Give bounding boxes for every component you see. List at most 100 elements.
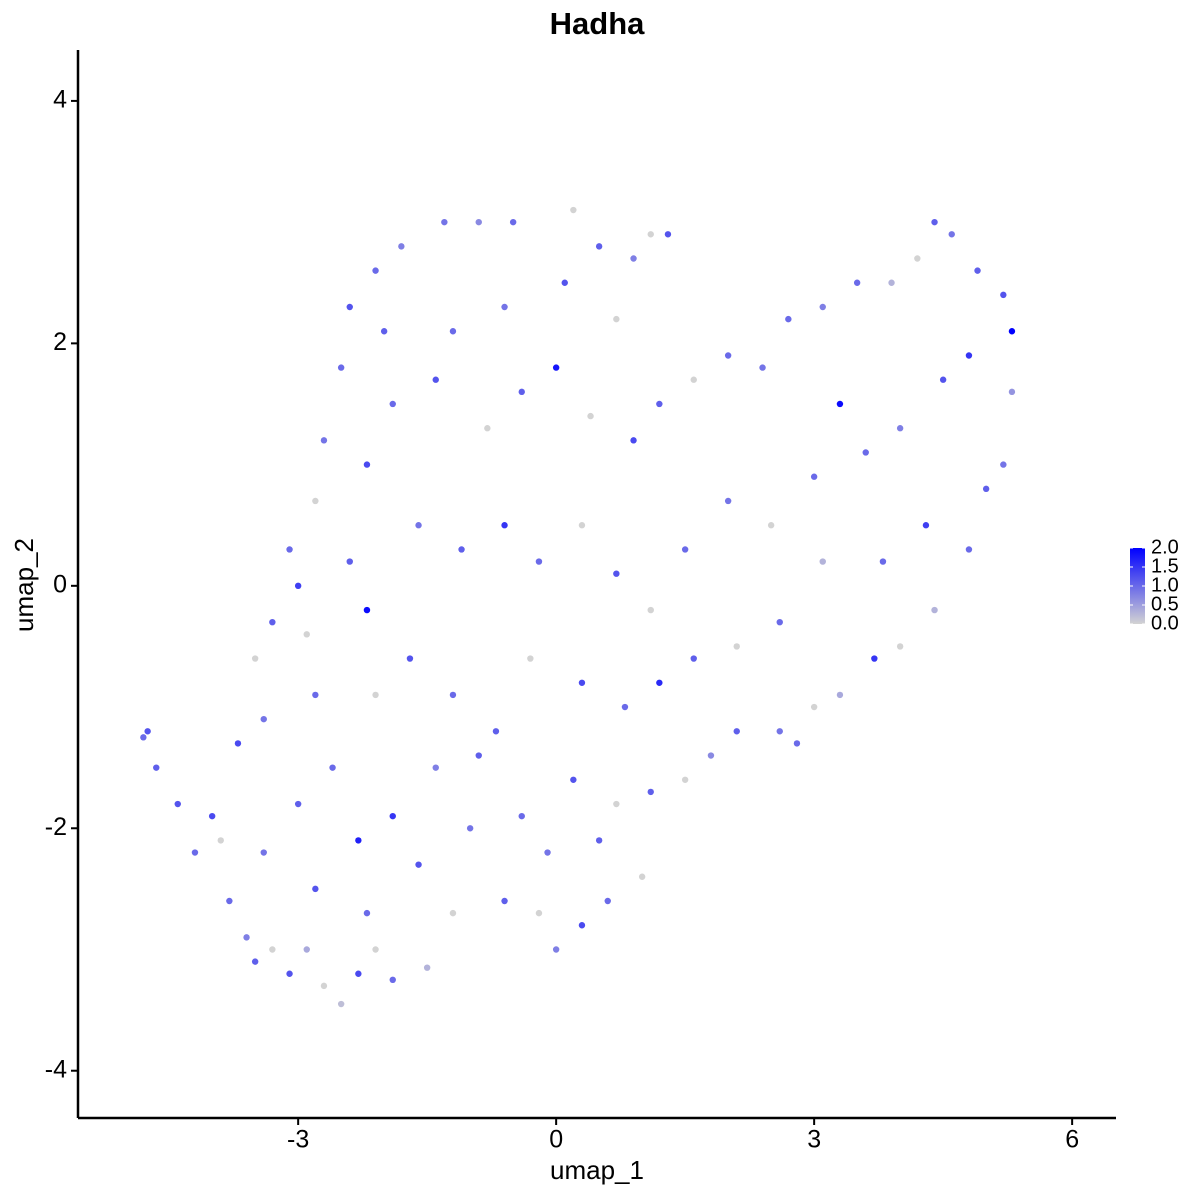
point (888, 279, 895, 286)
point (423, 964, 431, 971)
point (312, 691, 319, 699)
point (234, 740, 242, 747)
y-tick-label: 4 (53, 86, 67, 114)
point (346, 558, 353, 565)
point (535, 909, 543, 917)
point (449, 691, 457, 699)
point (647, 231, 654, 238)
point (527, 655, 534, 662)
point (982, 485, 990, 493)
y-tick-label: -2 (45, 813, 67, 841)
point (140, 734, 147, 741)
point (552, 364, 560, 371)
point (922, 522, 930, 529)
point (931, 218, 938, 226)
point (372, 267, 379, 274)
point (286, 546, 293, 553)
point (707, 752, 715, 759)
point (552, 946, 560, 953)
point (733, 728, 740, 735)
point (518, 812, 525, 820)
point (767, 522, 775, 529)
point (363, 909, 371, 917)
x-tick-label: 3 (807, 1126, 821, 1154)
point (458, 546, 465, 553)
point (578, 522, 586, 529)
point (251, 655, 259, 662)
point (613, 800, 620, 808)
point (595, 243, 603, 250)
point (243, 934, 250, 941)
colorbar-label: 0.5 (1151, 593, 1179, 615)
point (226, 897, 233, 905)
point (647, 788, 654, 796)
point (965, 352, 973, 359)
point (724, 352, 732, 359)
point (484, 425, 491, 432)
y-tick-label: 2 (53, 328, 67, 356)
point (144, 728, 151, 735)
point (406, 655, 414, 662)
point (544, 849, 551, 856)
colorbar-label: 1.5 (1151, 555, 1179, 577)
point (733, 643, 740, 650)
point (389, 976, 396, 984)
point (475, 218, 482, 226)
x-tick-label: 6 (1065, 1126, 1079, 1154)
point (578, 679, 586, 686)
point (320, 982, 328, 990)
point (312, 497, 319, 505)
point (269, 946, 276, 953)
point (518, 388, 525, 396)
point (664, 231, 672, 238)
point (208, 812, 216, 820)
y-axis-label: umap_2 (9, 538, 39, 632)
point (432, 764, 439, 771)
point (561, 279, 568, 286)
point (286, 970, 293, 977)
point (441, 218, 448, 226)
point (1000, 291, 1007, 299)
point (836, 691, 844, 699)
point (914, 255, 921, 262)
point (793, 740, 801, 747)
point (613, 315, 620, 323)
colorbar-label: 0.0 (1151, 612, 1179, 634)
point (372, 691, 379, 699)
point (320, 437, 328, 444)
point (501, 897, 508, 905)
point (1008, 328, 1016, 335)
point (630, 437, 637, 444)
point (260, 715, 267, 723)
point (389, 812, 396, 820)
point (466, 825, 474, 832)
point (174, 800, 181, 808)
point (613, 570, 620, 577)
point (570, 206, 577, 214)
point (690, 655, 697, 662)
point (449, 909, 457, 917)
point (570, 776, 577, 783)
point (191, 849, 199, 856)
point (303, 946, 310, 953)
point (630, 255, 637, 262)
point (819, 303, 826, 311)
point (355, 837, 362, 844)
point (389, 400, 396, 408)
point (294, 582, 302, 590)
y-tick-label: -4 (45, 1055, 67, 1083)
point (501, 303, 508, 311)
x-tick-label: -3 (287, 1126, 309, 1154)
point (656, 679, 663, 686)
point (294, 800, 302, 808)
point (415, 522, 422, 529)
point (535, 558, 543, 565)
point (260, 849, 267, 856)
point (819, 558, 826, 565)
colorbar-label: 2.0 (1151, 536, 1179, 558)
point (896, 425, 904, 432)
point (974, 267, 981, 274)
point (217, 837, 224, 844)
